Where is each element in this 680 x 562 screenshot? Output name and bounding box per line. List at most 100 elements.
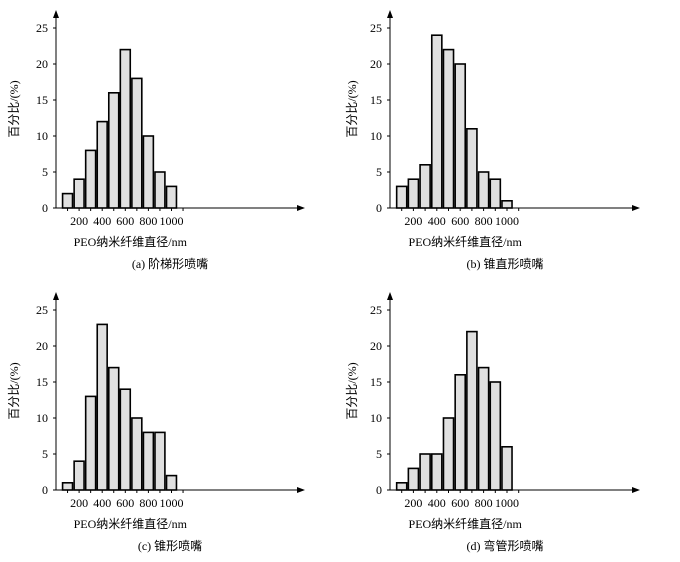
x-tick-label-b-800: 800 bbox=[475, 214, 493, 228]
y-tick-label-d-5: 5 bbox=[376, 447, 382, 461]
bar-c-800 bbox=[142, 431, 155, 491]
y-tick-label-d-0: 0 bbox=[376, 483, 382, 497]
bar-d-600 bbox=[454, 373, 467, 491]
bar-c-300 bbox=[84, 395, 97, 491]
chart-panel-d: 0 5 10 15 20 25 200 400 600 800 1000 PEO纳米纤维直径/nm 百分… bbox=[345, 292, 640, 553]
bar-a-400 bbox=[96, 120, 108, 209]
caption-a: (a) 阶梯形喷嘴 bbox=[132, 257, 208, 271]
bar-c-200 bbox=[73, 460, 85, 491]
y-tick-label-c-20: 20 bbox=[36, 339, 48, 353]
x-tick-label-b-1000: 1000 bbox=[495, 214, 519, 228]
bar-b-900 bbox=[489, 178, 502, 209]
y-tick-label-c-10: 10 bbox=[36, 411, 48, 425]
y-tick-label-c-5: 5 bbox=[42, 447, 48, 461]
y-tick-label-b-20: 20 bbox=[370, 57, 382, 71]
bar-d-1000 bbox=[501, 445, 513, 491]
bar-c-700 bbox=[131, 417, 143, 491]
x-axis-label-a: PEO纳米纤维直径/nm bbox=[74, 235, 188, 249]
y-tick-label-a-5: 5 bbox=[42, 165, 48, 179]
bar-a-600 bbox=[119, 48, 132, 209]
x-tick-label-b-400: 400 bbox=[428, 214, 446, 228]
bar-b-1000 bbox=[501, 200, 513, 209]
x-axis-label-b: PEO纳米纤维直径/nm bbox=[409, 235, 523, 249]
y-tick-label-d-20: 20 bbox=[370, 339, 382, 353]
x-axis-arrow-d bbox=[632, 487, 640, 493]
bar-c-1000 bbox=[165, 474, 178, 491]
bar-b-700 bbox=[466, 128, 478, 209]
bar-a-900 bbox=[154, 171, 166, 209]
y-tick-label-a-10: 10 bbox=[36, 129, 48, 143]
bar-a-800 bbox=[142, 135, 155, 209]
y-tick-label-b-10: 10 bbox=[370, 129, 382, 143]
bar-b-100 bbox=[395, 185, 408, 209]
y-axis-label-c: 百分比/(%) bbox=[7, 362, 21, 419]
bar-c-900 bbox=[154, 431, 166, 491]
y-tick-label-c-25: 25 bbox=[36, 303, 48, 317]
bar-d-100 bbox=[395, 481, 408, 491]
x-axis-arrow-b bbox=[632, 205, 640, 211]
x-tick-label-d-400: 400 bbox=[428, 496, 446, 510]
bar-b-800 bbox=[477, 171, 490, 209]
y-tick-label-c-15: 15 bbox=[36, 375, 48, 389]
bar-c-500 bbox=[107, 366, 120, 491]
bar-a-500 bbox=[107, 92, 120, 209]
bar-c-100 bbox=[61, 481, 74, 491]
x-tick-label-a-800: 800 bbox=[139, 214, 157, 228]
x-tick-label-c-600: 600 bbox=[116, 496, 134, 510]
x-tick-label-c-200: 200 bbox=[70, 496, 88, 510]
y-axis-arrow-c bbox=[53, 292, 59, 300]
y-tick-label-a-15: 15 bbox=[36, 93, 48, 107]
y-tick-label-c-0: 0 bbox=[42, 483, 48, 497]
x-axis-arrow-c bbox=[297, 487, 305, 493]
x-tick-label-c-1000: 1000 bbox=[160, 496, 184, 510]
y-tick-label-b-25: 25 bbox=[370, 21, 382, 35]
bar-d-200 bbox=[407, 467, 420, 491]
bar-a-1000 bbox=[165, 185, 178, 209]
bar-d-400 bbox=[430, 453, 443, 491]
x-tick-label-d-200: 200 bbox=[404, 496, 422, 510]
y-axis-label-a: 百分比/(%) bbox=[7, 80, 21, 137]
y-tick-label-a-20: 20 bbox=[36, 57, 48, 71]
x-tick-label-d-600: 600 bbox=[451, 496, 469, 510]
caption-b: (b) 锥直形喷嘴 bbox=[467, 257, 544, 271]
y-tick-label-d-15: 15 bbox=[370, 375, 382, 389]
y-tick-label-d-10: 10 bbox=[370, 411, 382, 425]
bar-c-400 bbox=[96, 323, 108, 491]
bar-b-600 bbox=[454, 63, 467, 209]
x-tick-label-a-400: 400 bbox=[93, 214, 111, 228]
y-axis-label-d: 百分比/(%) bbox=[345, 362, 359, 419]
bar-b-400 bbox=[430, 34, 443, 209]
x-tick-label-c-800: 800 bbox=[139, 496, 157, 510]
chart-panel-c: 0 5 10 15 20 25 200 400 600 800 1000 PEO纳米纤维直径/nm 百分… bbox=[7, 292, 305, 553]
y-axis-arrow-d bbox=[387, 292, 393, 300]
x-axis-arrow-a bbox=[297, 205, 305, 211]
y-tick-label-b-15: 15 bbox=[370, 93, 382, 107]
caption-c: (c) 锥形喷嘴 bbox=[138, 539, 202, 553]
bar-d-300 bbox=[419, 453, 431, 491]
caption-d: (d) 弯管形喷嘴 bbox=[467, 538, 544, 553]
chart-panel-b: 0 5 10 15 20 25 200 400 600 800 1000 PEO纳米纤维直径/nm 百分… bbox=[345, 10, 640, 271]
bar-d-900 bbox=[489, 381, 502, 491]
x-tick-label-a-600: 600 bbox=[116, 214, 134, 228]
bar-d-500 bbox=[442, 417, 455, 491]
y-axis-arrow-b bbox=[387, 10, 393, 18]
x-tick-label-b-600: 600 bbox=[451, 214, 469, 228]
y-tick-label-b-5: 5 bbox=[376, 165, 382, 179]
x-axis-label-c: PEO纳米纤维直径/nm bbox=[74, 517, 188, 531]
x-tick-label-c-400: 400 bbox=[93, 496, 111, 510]
y-tick-label-b-0: 0 bbox=[376, 201, 382, 215]
bar-d-700 bbox=[466, 330, 478, 491]
bar-a-700 bbox=[131, 77, 143, 209]
bar-a-200 bbox=[73, 178, 85, 209]
x-tick-label-d-1000: 1000 bbox=[495, 496, 519, 510]
bar-d-800 bbox=[477, 366, 490, 491]
x-tick-label-d-800: 800 bbox=[475, 496, 493, 510]
y-tick-label-a-25: 25 bbox=[36, 21, 48, 35]
bar-c-600 bbox=[119, 388, 132, 491]
bar-b-200 bbox=[407, 178, 420, 209]
y-tick-label-a-0: 0 bbox=[42, 201, 48, 215]
bar-a-300 bbox=[84, 149, 97, 209]
x-tick-label-a-1000: 1000 bbox=[160, 214, 184, 228]
x-axis-label-d: PEO纳米纤维直径/nm bbox=[409, 517, 523, 531]
